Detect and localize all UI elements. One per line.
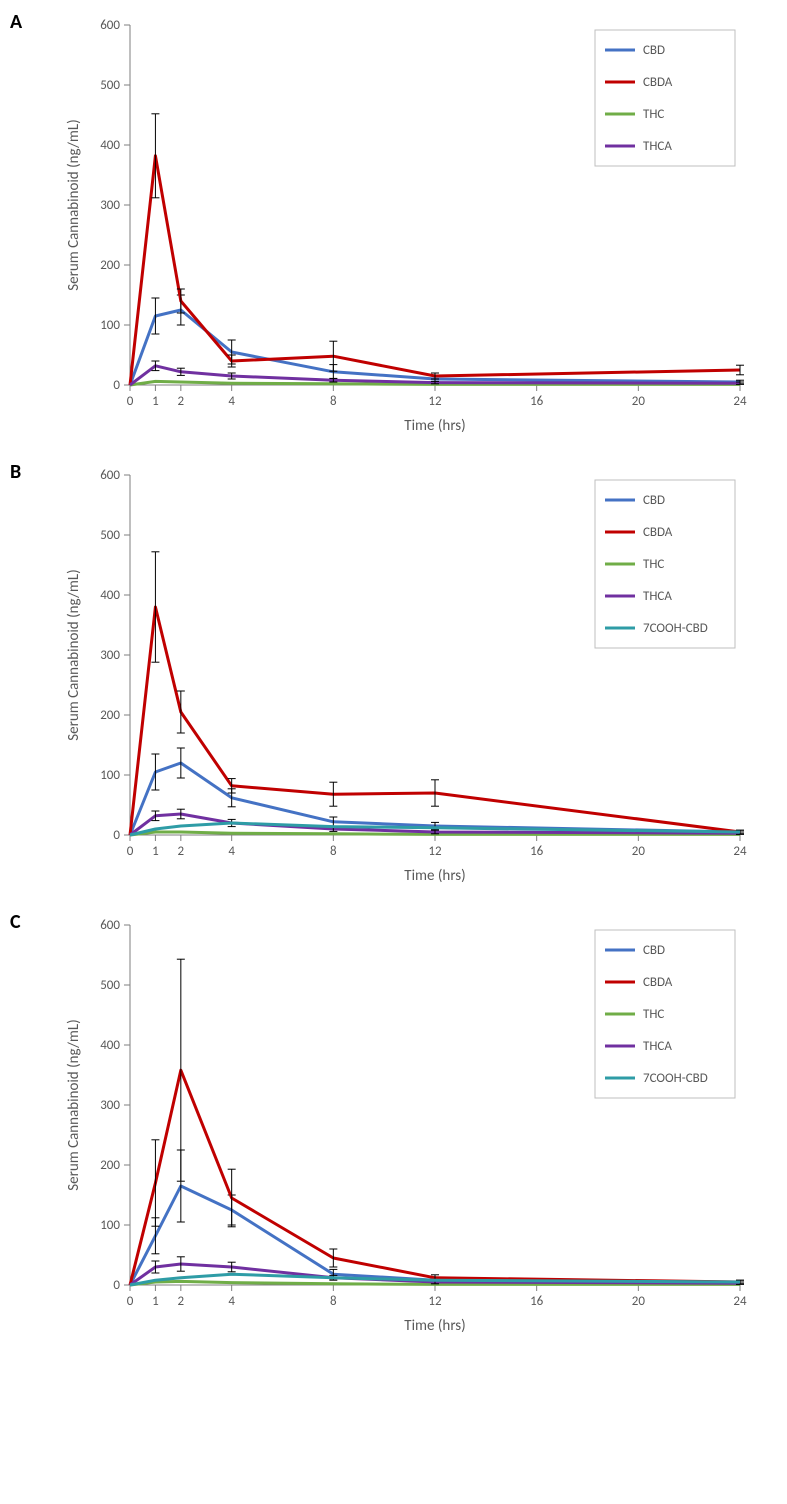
series-line-cbda	[130, 156, 740, 385]
xtick-label: 24	[733, 1294, 747, 1309]
panel-c: C01002003004005006000124812162024Time (h…	[10, 910, 777, 1340]
figure: A01002003004005006000124812162024Time (h…	[0, 0, 787, 1380]
legend-label: CBDA	[643, 525, 673, 540]
xtick-label: 20	[632, 844, 646, 859]
ytick-label: 100	[100, 1218, 120, 1233]
legend-label: 7COOH-CBD	[643, 621, 708, 636]
legend-label: THCA	[643, 1039, 672, 1054]
legend-label: THC	[643, 1007, 664, 1022]
xtick-label: 8	[330, 844, 337, 859]
xtick-label: 0	[127, 394, 134, 409]
y-axis-label: Serum Cannabinoid (ng/mL)	[65, 119, 83, 290]
chart-svg: 01002003004005006000124812162024Time (hr…	[60, 460, 760, 890]
y-axis-label: Serum Cannabinoid (ng/mL)	[65, 569, 83, 740]
xtick-label: 8	[330, 1294, 337, 1309]
xtick-label: 16	[530, 844, 544, 859]
xtick-label: 4	[228, 844, 235, 859]
legend-label: THC	[643, 107, 664, 122]
panel-label-a: A	[10, 10, 22, 34]
ytick-label: 300	[100, 648, 120, 663]
xtick-label: 2	[178, 844, 185, 859]
xtick-label: 1	[152, 1294, 159, 1309]
series-line-cbda	[130, 1070, 740, 1285]
xtick-label: 20	[632, 394, 646, 409]
xtick-label: 2	[178, 394, 185, 409]
legend-label: CBD	[643, 43, 665, 58]
xtick-label: 4	[228, 394, 235, 409]
ytick-label: 500	[100, 528, 120, 543]
legend: CBD CBDA THC THCA	[595, 30, 735, 166]
ytick-label: 300	[100, 198, 120, 213]
chart-a: 01002003004005006000124812162024Time (hr…	[60, 10, 777, 440]
xtick-label: 16	[530, 394, 544, 409]
ytick-label: 500	[100, 978, 120, 993]
xtick-label: 1	[152, 844, 159, 859]
legend: CBD CBDA THC THCA 7COOH-CBD	[595, 930, 735, 1098]
legend-label: CBD	[643, 493, 665, 508]
legend-label: CBDA	[643, 975, 673, 990]
chart-c: 01002003004005006000124812162024Time (hr…	[60, 910, 777, 1340]
xtick-label: 12	[428, 1294, 442, 1309]
chart-svg: 01002003004005006000124812162024Time (hr…	[60, 10, 760, 440]
ytick-label: 400	[100, 138, 120, 153]
panel-label-b: B	[10, 460, 21, 484]
xtick-label: 24	[733, 844, 747, 859]
ytick-label: 600	[100, 18, 120, 33]
x-axis-label: Time (hrs)	[404, 867, 465, 885]
xtick-label: 4	[228, 1294, 235, 1309]
ytick-label: 500	[100, 78, 120, 93]
ytick-label: 600	[100, 918, 120, 933]
legend-label: 7COOH-CBD	[643, 1071, 708, 1086]
xtick-label: 12	[428, 844, 442, 859]
ytick-label: 0	[113, 828, 120, 843]
xtick-label: 0	[127, 844, 134, 859]
ytick-label: 200	[100, 708, 120, 723]
ytick-label: 600	[100, 468, 120, 483]
xtick-label: 20	[632, 1294, 646, 1309]
xtick-label: 1	[152, 394, 159, 409]
legend-label: THCA	[643, 139, 672, 154]
xtick-label: 16	[530, 1294, 544, 1309]
xtick-label: 0	[127, 1294, 134, 1309]
ytick-label: 400	[100, 1038, 120, 1053]
x-axis-label: Time (hrs)	[404, 1317, 465, 1335]
x-axis-label: Time (hrs)	[404, 417, 465, 435]
legend-label: THCA	[643, 589, 672, 604]
legend-label: CBD	[643, 943, 665, 958]
legend: CBD CBDA THC THCA 7COOH-CBD	[595, 480, 735, 648]
chart-svg: 01002003004005006000124812162024Time (hr…	[60, 910, 760, 1340]
ytick-label: 400	[100, 588, 120, 603]
series-line-cbd	[130, 1186, 740, 1285]
y-axis-label: Serum Cannabinoid (ng/mL)	[65, 1019, 83, 1190]
ytick-label: 300	[100, 1098, 120, 1113]
xtick-label: 8	[330, 394, 337, 409]
xtick-label: 24	[733, 394, 747, 409]
ytick-label: 200	[100, 1158, 120, 1173]
legend-label: CBDA	[643, 75, 673, 90]
ytick-label: 0	[113, 378, 120, 393]
panel-label-c: C	[10, 910, 21, 934]
xtick-label: 12	[428, 394, 442, 409]
ytick-label: 100	[100, 318, 120, 333]
ytick-label: 0	[113, 1278, 120, 1293]
ytick-label: 100	[100, 768, 120, 783]
xtick-label: 2	[178, 1294, 185, 1309]
ytick-label: 200	[100, 258, 120, 273]
panel-b: B01002003004005006000124812162024Time (h…	[10, 460, 777, 890]
legend-label: THC	[643, 557, 664, 572]
panel-a: A01002003004005006000124812162024Time (h…	[10, 10, 777, 440]
chart-b: 01002003004005006000124812162024Time (hr…	[60, 460, 777, 890]
